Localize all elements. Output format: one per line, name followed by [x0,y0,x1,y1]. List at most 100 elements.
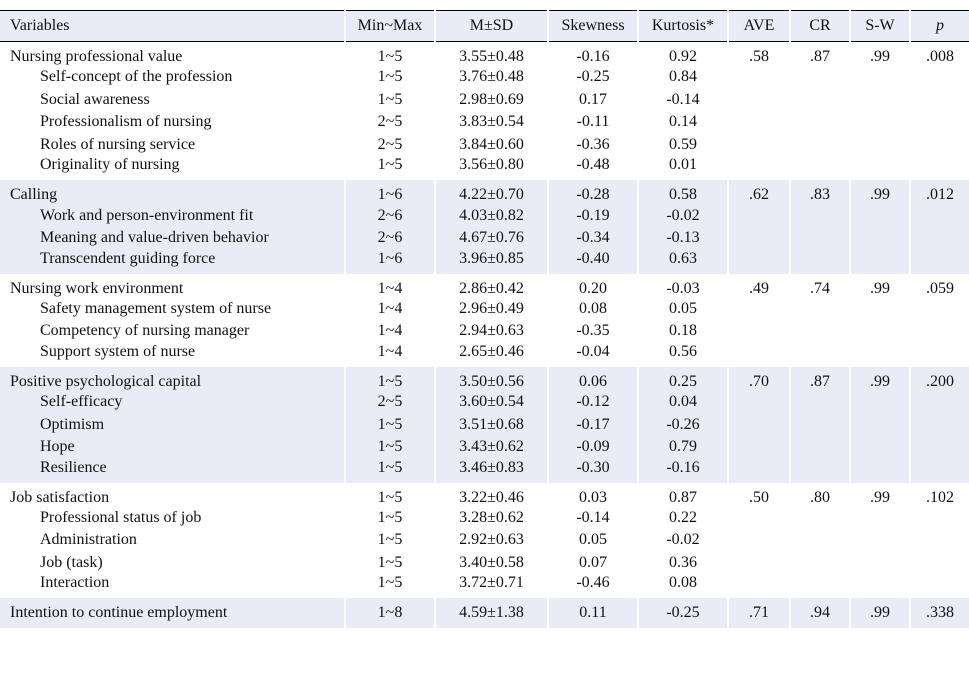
cell-value: -0.19 [547,204,638,227]
sub-row: Professional status of job 1~5 3.28±0.62 -0… [0,506,969,530]
empty-cell [909,66,969,89]
variable-name: Hope [40,438,75,456]
empty-cell [789,574,850,599]
cell-value: 3.51±0.68 [434,413,548,436]
sub-row: Work and person-environment fit 2~6 4.03±0… [0,204,969,227]
empty-cell [727,574,790,599]
cell-value: -0.48 [547,156,638,181]
empty-cell [849,204,910,227]
empty-cell [909,551,969,575]
variable-name: Nursing work environment [10,279,184,297]
empty-cell [789,156,850,181]
cell-value: .71 [727,598,790,629]
sub-row: Self-concept of the profession 1~5 3.76±0.… [0,66,969,89]
empty-cell [909,111,969,134]
cell-value: -0.09 [547,435,638,459]
empty-cell [909,458,969,483]
variable-name: Job satisfaction [10,488,110,506]
row-group: Nursing professional value 1~5 3.55±0.48 -0… [0,41,969,181]
variable-name: Originality of nursing [40,156,180,174]
empty-cell [789,66,850,89]
variable-name: Safety management system of nurse [40,299,272,317]
cell-value: -0.25 [547,66,638,89]
empty-cell [789,435,850,459]
variable-name: Professional status of job [40,508,202,526]
sub-row: Administration 1~5 2.92±0.63 0.05 -0.02 [0,529,969,552]
cell-value: -0.25 [637,598,728,629]
cell-value: 3.46±0.83 [434,458,548,483]
cell-value: 3.22±0.46 [434,482,548,507]
variable-name: Job (task) [40,554,103,572]
cell-value: -0.11 [547,111,638,134]
cell-value: 0.18 [637,320,728,343]
sub-row: Resilience 1~5 3.46±0.83 -0.30 -0.16 [0,458,969,483]
cell-value: 1~6 [344,249,435,274]
variable-name: Social awareness [40,90,150,108]
header-row: Variables Min~Max M±SD Skewness Kurtosis* AVE… [0,10,969,42]
cell-value: -0.26 [637,413,728,436]
empty-cell [849,342,910,367]
cell-value: .50 [727,482,790,507]
main-row: Job satisfaction 1~5 3.22±0.46 0.03 0.87.50.… [0,482,969,507]
column-header: CR [789,10,850,42]
cell-value: .83 [789,180,850,205]
cell-value: 1~5 [344,574,435,599]
empty-cell [789,204,850,227]
empty-cell [909,88,969,112]
cell-value: -0.04 [547,342,638,367]
cell-value: 2~5 [344,111,435,134]
cell-value: 3.43±0.62 [434,435,548,459]
cell-value: 0.84 [637,66,728,89]
empty-cell [727,204,790,227]
cell-value: 1~4 [344,297,435,321]
cell-value: 2.96±0.49 [434,297,548,321]
empty-cell [727,551,790,575]
empty-cell [789,297,850,321]
cell-value: 2~5 [344,133,435,157]
sub-row: Job (task) 1~5 3.40±0.58 0.07 0.36 [0,551,969,575]
cell-value: 1~4 [344,320,435,343]
variable-name: Positive psychological capital [10,372,202,390]
cell-value: .338 [909,598,969,629]
empty-cell [849,506,910,530]
variable-name: Self-efficacy [40,393,123,411]
cell-value: 0.11 [547,598,638,629]
empty-cell [909,506,969,530]
variable-name: Roles of nursing service [40,136,196,154]
sub-row: Originality of nursing 1~5 3.56±0.80 -0.48 0… [0,156,969,181]
cell-value: 1~6 [344,180,435,205]
empty-cell [909,133,969,157]
cell-value: -0.28 [547,180,638,205]
cell-value: -0.40 [547,249,638,274]
empty-cell [909,529,969,552]
sub-row: Optimism 1~5 3.51±0.68 -0.17 -0.26 [0,413,969,436]
row-group: Positive psychological capital 1~5 3.50±0.… [0,366,969,483]
cell-value: 4.03±0.82 [434,204,548,227]
column-header: M±SD [434,10,548,42]
cell-value: .99 [849,273,910,298]
cell-value: -0.46 [547,574,638,599]
cell-value: .102 [909,482,969,507]
sub-row: Interaction 1~5 3.72±0.71 -0.46 0.08 [0,574,969,599]
cell-value: 0.56 [637,342,728,367]
cell-value: -0.03 [637,273,728,298]
cell-value: 1~5 [344,458,435,483]
cell-value: 3.96±0.85 [434,249,548,274]
cell-value: 1~5 [344,88,435,112]
main-row: Positive psychological capital 1~5 3.50±0.… [0,366,969,391]
empty-cell [789,390,850,414]
empty-cell [727,458,790,483]
empty-cell [727,506,790,530]
cell-value: -0.16 [547,41,638,66]
empty-cell [909,320,969,343]
empty-cell [849,88,910,112]
sub-row: Transcendent guiding force 1~6 3.96±0.85 -0… [0,249,969,274]
variable-name: Transcendent guiding force [40,249,216,267]
cell-value: 1~5 [344,506,435,530]
cell-value: 0.79 [637,435,728,459]
cell-value: 1~5 [344,413,435,436]
cell-value: 0.08 [547,297,638,321]
cell-value: 1~5 [344,156,435,181]
cell-value: 0.05 [637,297,728,321]
cell-value: 0.25 [637,366,728,391]
